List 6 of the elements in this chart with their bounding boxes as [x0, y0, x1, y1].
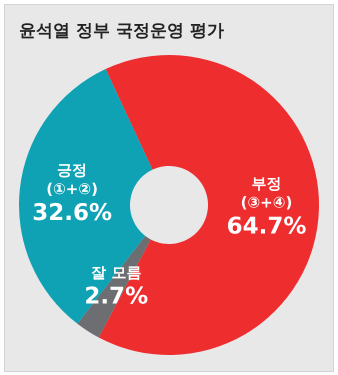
chart-title: 윤석열 정부 국정운영 평가 [19, 20, 224, 42]
data-label: 2.7% [84, 283, 148, 310]
slice-label: 긍정 (①+②) [46, 161, 98, 198]
data-label: 64.7% [226, 213, 306, 240]
slice-label: 부정 (③+④) [240, 174, 292, 212]
data-label: 32.6% [32, 200, 112, 226]
